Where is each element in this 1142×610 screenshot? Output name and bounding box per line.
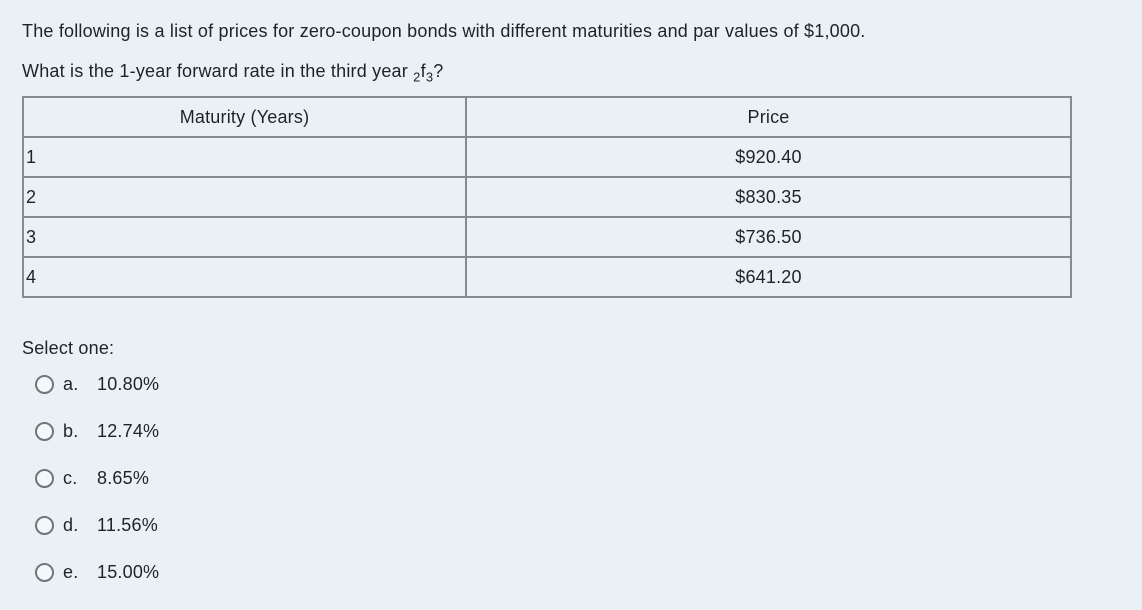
bond-price-table: Maturity (Years) Price 1 $920.40 2 $830.… [22,96,1072,298]
price-value: $830.35 [465,176,1072,218]
question-line2-prefix: What is the 1-year forward rate in the t… [22,61,414,81]
option-c-radio-icon[interactable] [35,469,54,488]
option-b-label[interactable]: 12.74% [97,421,160,441]
forward-rate-right-subscript: 3 [425,69,434,85]
question-text-line1: The following is a list of prices for ze… [22,21,866,41]
option-e-radio-icon[interactable] [35,563,54,582]
option-e-letter: e. [63,562,79,582]
table-row: 4 $641.20 [22,256,1072,298]
maturity-value: 4 [22,256,467,298]
table-header-row: Maturity (Years) Price [22,96,1072,138]
option-e-label[interactable]: 15.00% [97,562,160,582]
option-c-letter: c. [63,468,78,488]
answer-option-e[interactable]: e. 15.00% [22,549,1142,596]
maturity-value: 3 [22,216,467,258]
maturity-column-header: Maturity (Years) [22,96,467,138]
price-column-header: Price [465,96,1072,138]
answer-options: a. 10.80% b. 12.74% c. 8.65% d. 11.56% e… [22,361,1142,596]
option-d-label[interactable]: 11.56% [97,515,158,535]
select-one-prompt: Select one: [22,338,115,358]
option-a-radio-icon[interactable] [35,375,54,394]
price-value: $736.50 [465,216,1072,258]
option-d-letter: d. [63,515,79,535]
forward-rate-base: f [420,61,426,81]
table-row: 3 $736.50 [22,216,1072,258]
price-value: $641.20 [465,256,1072,298]
answer-option-c[interactable]: c. 8.65% [22,455,1142,502]
question-line2-suffix: ? [433,61,444,81]
maturity-value: 1 [22,136,467,178]
answer-option-b[interactable]: b. 12.74% [22,408,1142,455]
question-text-line2: What is the 1-year forward rate in the t… [22,58,1142,84]
forward-rate-left-subscript: 2 [413,69,421,85]
table-row: 2 $830.35 [22,176,1072,218]
option-b-radio-icon[interactable] [35,422,54,441]
option-a-label[interactable]: 10.80% [97,374,160,394]
answer-option-a[interactable]: a. 10.80% [22,361,1142,408]
answer-option-d[interactable]: d. 11.56% [22,502,1142,549]
option-b-letter: b. [63,421,79,441]
option-d-radio-icon[interactable] [35,516,54,535]
option-c-label[interactable]: 8.65% [97,468,150,488]
table-row: 1 $920.40 [22,136,1072,178]
option-a-letter: a. [63,374,79,394]
maturity-value: 2 [22,176,467,218]
price-value: $920.40 [465,136,1072,178]
